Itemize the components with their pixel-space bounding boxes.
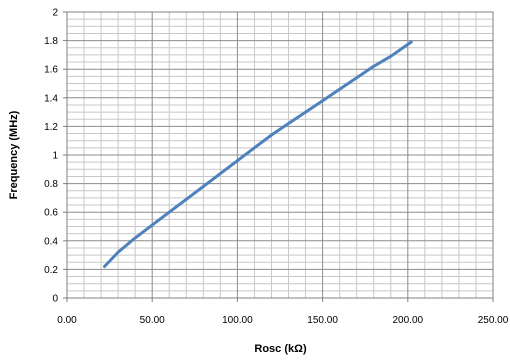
y-tick-label: 2 [52,8,58,19]
x-tick-labels: 0.00 50.00 100.00 150.00 200.00 250.00 [57,315,508,326]
y-tick-label: 0.2 [44,265,58,276]
x-tick-label: 100.00 [222,315,253,326]
series-line-0 [103,40,413,268]
x-tick-label: 0.00 [57,315,77,326]
y-tick-label: 0.4 [44,236,58,247]
y-axis-title: Frequency (MHz) [8,110,20,199]
y-tick-label: 0 [52,294,58,305]
x-tick-label: 150.00 [307,315,338,326]
series-layer [103,40,413,268]
axis-ticks [63,11,494,302]
y-tick-label: 1 [52,151,58,162]
y-tick-label: 1.6 [44,65,58,76]
x-axis-title: Rosc (kΩ) [254,343,307,355]
y-tick-label: 1.8 [44,36,58,47]
x-tick-label: 250.00 [478,315,509,326]
major-gridlines [67,12,493,298]
y-tick-label: 0.8 [44,179,58,190]
y-tick-labels: 0 0.2 0.4 0.6 0.8 1 1.2 1.4 1.6 1.8 2 [44,8,58,305]
y-tick-label: 1.2 [44,122,58,133]
y-tick-label: 1.4 [44,93,58,104]
x-tick-label: 50.00 [140,315,165,326]
x-tick-label: 200.00 [393,315,424,326]
y-tick-label: 0.6 [44,208,58,219]
